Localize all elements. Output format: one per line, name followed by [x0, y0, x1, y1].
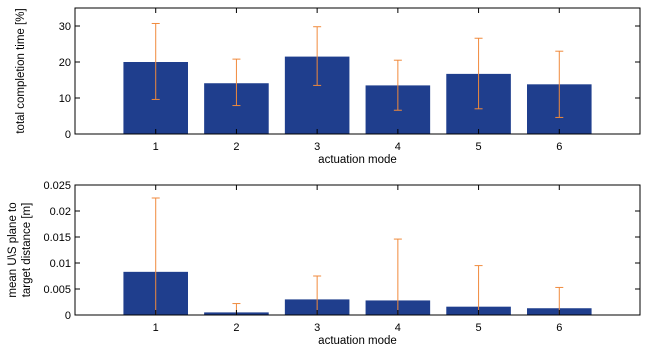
error-bar-1	[151, 22, 160, 100]
x-tick-label: 5	[476, 141, 482, 153]
x-axis-label: actuation mode	[318, 335, 397, 347]
y-tick-label: 0.005	[43, 284, 71, 296]
chart-bottom-plane-distance: 0 0.005 0.01 0.015 0.02 0.025 1 2 3 4 5 6 actuation …	[7, 180, 641, 347]
x-tick-label: 1	[153, 141, 159, 153]
error-bar-5	[474, 265, 483, 315]
error-bar-4	[393, 59, 402, 111]
y-tick-label: 0	[65, 310, 71, 322]
y-tick-label: 10	[59, 93, 71, 105]
y-tick-label: 30	[59, 21, 71, 33]
x-tick-label: 2	[233, 322, 239, 334]
x-tick-label: 3	[314, 322, 320, 334]
x-tick-label: 5	[476, 322, 482, 334]
y-tick-label: 20	[59, 57, 71, 69]
error-bar-2	[232, 58, 241, 107]
error-bar-6	[555, 50, 564, 118]
x-tick-label: 4	[395, 322, 401, 334]
y-tick-label: 0.01	[50, 258, 71, 270]
error-bar-1	[151, 197, 160, 315]
y-axis-label: mean U\S plane to target distance [m]	[7, 202, 33, 297]
y-tick-label: 0.02	[50, 206, 71, 218]
y-axis-label: total completion time [%]	[15, 8, 27, 133]
x-tick-label: 1	[153, 322, 159, 334]
axes-frame	[74, 7, 641, 135]
y-axis-label-line: mean U\S plane to	[7, 202, 19, 297]
error-bar-5	[474, 37, 483, 110]
error-bar-3	[313, 275, 322, 315]
x-tick-label: 4	[395, 141, 401, 153]
y-tick-label: 0.025	[43, 180, 71, 192]
error-bar-4	[393, 238, 402, 315]
x-tick-label: 2	[233, 141, 239, 153]
x-tick-label: 6	[556, 141, 562, 153]
error-bar-3	[313, 26, 322, 86]
chart-top-completion-time: 0 10 20 30 1 2 3 4 5 6 actuation mode total complet…	[15, 7, 641, 166]
y-axis-label-line: target distance [m]	[21, 203, 33, 298]
x-tick-label: 3	[314, 141, 320, 153]
y-tick-label: 0	[65, 129, 71, 141]
y-tick-label: 0.015	[43, 232, 71, 244]
axes-frame	[74, 184, 641, 316]
x-axis-label: actuation mode	[318, 154, 397, 166]
x-tick-label: 6	[556, 322, 562, 334]
